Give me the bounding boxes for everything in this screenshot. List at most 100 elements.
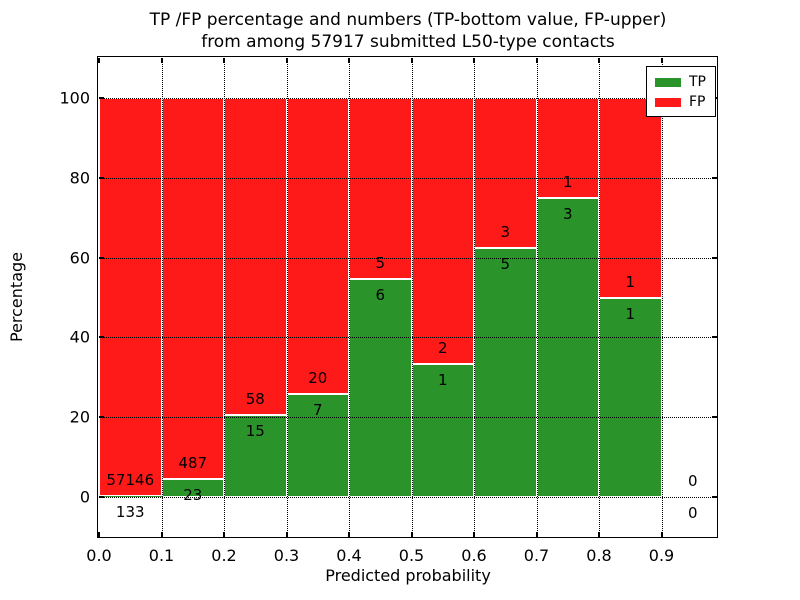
y-axis-label: Percentage [6, 251, 26, 343]
h-gridline-80 [99, 177, 717, 179]
y-tick-0 [99, 496, 104, 498]
y-tick-right-60 [712, 256, 717, 259]
tp-count-label-2: 15 [245, 422, 265, 440]
fp-count-label-1: 487 [178, 454, 208, 472]
x-tick-0.8 [598, 532, 600, 537]
fp-swatch-icon [655, 97, 681, 107]
fp-bar-3 [286, 98, 349, 394]
fp-count-label-4: 5 [375, 254, 386, 273]
tp-count-label-1: 23 [183, 486, 203, 504]
x-tick-top-0.0 [98, 58, 100, 63]
chart-title: TP /FP percentage and numbers (TP-bottom… [99, 9, 717, 53]
y-tick-label-60: 60 [69, 248, 90, 268]
x-tick-label-0.0: 0.0 [86, 546, 112, 565]
y-tick-label-80: 80 [69, 168, 90, 188]
h-gridline-20 [99, 417, 717, 419]
chart-title-line1: TP /FP percentage and numbers (TP-bottom… [149, 10, 667, 30]
fp-bar-4 [349, 98, 412, 280]
fp-count-label-9: 0 [687, 472, 698, 490]
h-gridline-60 [99, 257, 717, 259]
x-tick-top-0.8 [598, 58, 600, 63]
tp-bar-8 [599, 297, 662, 497]
y-tick-right-0 [712, 496, 717, 498]
v-gridline-0.3 [286, 58, 288, 537]
tp-bar-2 [224, 415, 287, 497]
x-tick-0.1 [160, 532, 163, 537]
x-axis-label: Predicted probability [325, 566, 491, 585]
plot-area: 57146 133 487 23 58 15 20 7 5 6 2 1 3 5 1 3 1 1 0 0 0.0 0.1 0.… [59, 58, 717, 565]
tp-count-label-3: 7 [312, 400, 323, 419]
x-tick-top-0.7 [535, 58, 538, 63]
x-tick-label-0.7: 0.7 [523, 546, 550, 565]
fp-count-label-6: 3 [500, 222, 511, 241]
tp-count-label-4: 6 [375, 286, 386, 305]
fp-bar-5 [411, 98, 474, 364]
tp-count-label-7: 3 [562, 204, 573, 223]
y-tick-60 [99, 256, 104, 259]
v-gridline-0.8 [599, 58, 600, 537]
y-tick-100 [99, 97, 104, 99]
x-tick-0.7 [535, 532, 538, 537]
tp-count-label-8: 1 [625, 304, 636, 323]
y-tick-label-40: 40 [69, 327, 90, 347]
tp-bar-7 [536, 197, 599, 497]
tp-count-label-6: 5 [500, 254, 511, 273]
y-tick-right-40 [712, 336, 717, 339]
y-tick-20 [99, 416, 104, 419]
x-tick-top-0.2 [223, 58, 225, 63]
fp-count-label-2: 58 [245, 390, 265, 408]
fp-count-label-0: 57146 [106, 471, 155, 490]
fp-bar-2 [224, 98, 287, 415]
legend: TP FP [646, 66, 716, 117]
tp-count-label-5: 1 [437, 371, 448, 389]
tp-bar-3 [286, 393, 349, 497]
tp-count-label-9: 0 [687, 504, 698, 522]
fp-bar-7 [536, 98, 599, 198]
x-tick-0.6 [473, 532, 475, 537]
x-tick-0.5 [410, 532, 413, 537]
x-tick-0.2 [223, 532, 225, 537]
v-gridline-0.1 [161, 58, 163, 537]
tp-swatch-icon [655, 77, 681, 87]
y-tick-right-80 [712, 176, 717, 179]
tp-bar-6 [474, 247, 537, 497]
chart-title-line2: from among 57917 submitted L50-type cont… [201, 32, 615, 52]
fp-bar-6 [474, 98, 537, 248]
h-gridline-100 [99, 98, 717, 99]
x-tick-label-0.5: 0.5 [398, 546, 425, 565]
h-gridline-0 [99, 497, 717, 498]
fp-count-label-5: 2 [437, 339, 448, 357]
v-gridline-0.4 [349, 58, 350, 537]
legend-label-fp: FP [689, 94, 706, 110]
legend-item-fp: FP [647, 92, 715, 112]
x-tick-label-0.4: 0.4 [336, 546, 362, 565]
v-gridline-0.6 [474, 58, 475, 537]
tp-count-label-0: 133 [115, 503, 145, 522]
v-gridline-0.9 [661, 58, 663, 537]
h-gridline-40 [99, 337, 717, 339]
y-tick-right-20 [712, 416, 717, 419]
x-tick-top-0.9 [660, 58, 663, 63]
x-tick-0.4 [348, 532, 350, 537]
v-gridline-0.7 [536, 58, 538, 537]
fp-count-label-7: 1 [562, 172, 573, 191]
x-tick-label-0.3: 0.3 [273, 546, 300, 565]
v-gridline-0.5 [411, 58, 413, 537]
y-tick-label-100: 100 [59, 88, 90, 108]
x-tick-top-0.4 [348, 58, 350, 63]
x-tick-top-0.1 [160, 58, 163, 63]
x-tick-label-0.6: 0.6 [461, 546, 487, 565]
fp-bar-0 [99, 98, 162, 497]
fp-count-label-3: 20 [308, 368, 328, 387]
fp-bar-8 [599, 98, 662, 298]
tp-bar-4 [349, 279, 412, 497]
y-tick-label-0: 0 [79, 487, 90, 507]
x-tick-label-0.9: 0.9 [648, 546, 675, 565]
x-tick-top-0.3 [285, 58, 288, 63]
y-tick-40 [99, 336, 104, 339]
y-tick-80 [99, 176, 104, 179]
x-tick-0.0 [98, 532, 100, 537]
tp-bar-0 [99, 496, 162, 497]
x-tick-0.3 [285, 532, 288, 537]
